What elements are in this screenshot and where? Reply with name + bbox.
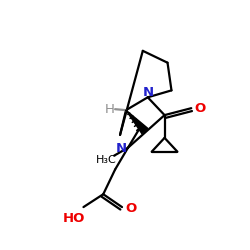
Text: H: H <box>105 103 115 116</box>
Text: O: O <box>194 102 206 115</box>
Polygon shape <box>126 110 148 134</box>
Text: HO: HO <box>62 212 85 226</box>
Text: O: O <box>125 202 136 214</box>
Text: H₃C: H₃C <box>96 154 116 164</box>
Text: N: N <box>143 86 154 99</box>
Text: N: N <box>116 142 126 155</box>
